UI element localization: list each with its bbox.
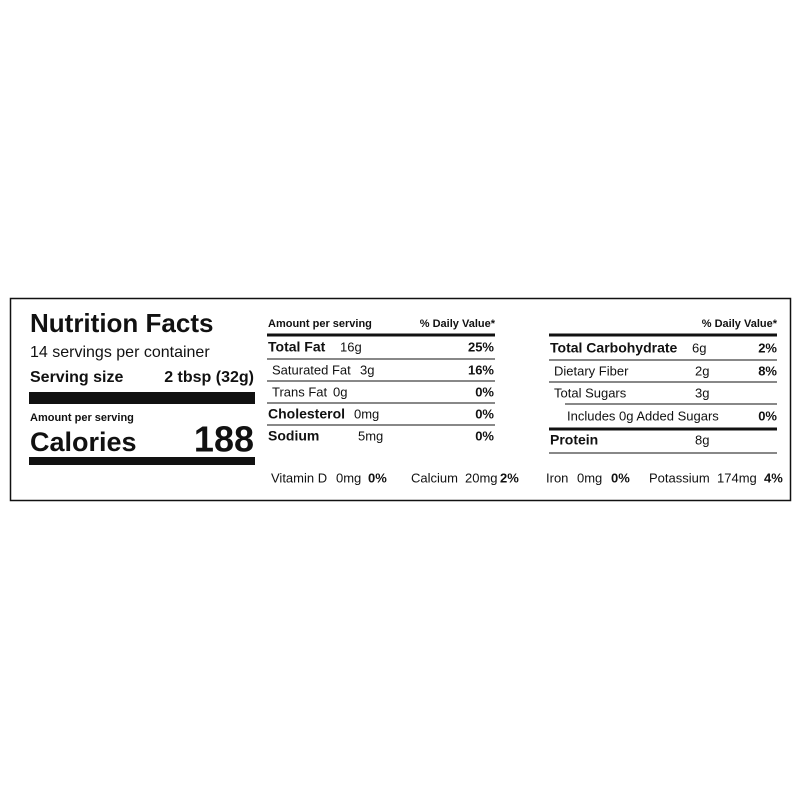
nutrient-name: Total Carbohydrate — [550, 340, 678, 356]
nutrient-name: Trans Fat — [272, 384, 328, 399]
nutrient-amount: 0g — [333, 384, 347, 399]
nutrient-dv: 0% — [475, 384, 494, 399]
thick-bar — [29, 457, 255, 465]
calories-label: Calories — [30, 427, 137, 457]
nutrient-name: Protein — [550, 432, 598, 448]
nutrient-name: Includes 0g Added Sugars — [567, 408, 719, 423]
nutrient-amount: 6g — [692, 340, 706, 355]
nutrient-amount: 16g — [340, 339, 362, 354]
vitamin-amount: 0mg — [336, 470, 361, 485]
amount-per-serving: Amount per serving — [30, 412, 134, 424]
daily-value-header: % Daily Value* — [702, 318, 778, 330]
title: Nutrition Facts — [30, 308, 213, 338]
nutrient-name: Cholesterol — [268, 406, 345, 422]
nutrient-amount: 8g — [695, 432, 709, 447]
nutrient-amount: 3g — [360, 362, 374, 377]
calories: 188 — [194, 419, 254, 460]
nutrient-dv: 25% — [468, 339, 494, 354]
vitamin-amount: 174mg — [717, 470, 757, 485]
vitamin-name: Potassium — [649, 470, 710, 485]
serving-size: 2 tbsp (32g) — [164, 369, 254, 386]
nutrient-name: Dietary Fiber — [554, 363, 629, 378]
nutrient-dv: 0% — [758, 408, 777, 423]
servings: 14 servings per container — [30, 344, 210, 361]
nutrient-name: Sodium — [268, 428, 319, 444]
nutrient-name: Saturated Fat — [272, 362, 351, 377]
nutrient-name: Total Sugars — [554, 385, 627, 400]
nutrient-dv: 2% — [758, 340, 777, 355]
nutrient-amount: 2g — [695, 363, 709, 378]
amount-per-serving: Amount per serving — [268, 318, 372, 330]
vitamin-dv: 0% — [611, 470, 630, 485]
nutrient-amount: 3g — [695, 385, 709, 400]
thick-bar — [29, 392, 255, 404]
vitamin-name: Iron — [546, 470, 568, 485]
vitamin-dv: 4% — [764, 470, 783, 485]
nutrient-dv: 0% — [475, 406, 494, 421]
nutrient-dv: 8% — [758, 363, 777, 378]
nutrient-amount: 5mg — [358, 428, 383, 443]
nutrient-dv: 0% — [475, 428, 494, 443]
vitamin-dv: 2% — [500, 470, 519, 485]
nutrient-amount: 0mg — [354, 406, 379, 421]
vitamin-name: Calcium — [411, 470, 458, 485]
nutrient-dv: 16% — [468, 362, 494, 377]
serving-size-label: Serving size — [30, 369, 123, 386]
vitamin-amount: 0mg — [577, 470, 602, 485]
vitamin-dv: 0% — [368, 470, 387, 485]
vitamin-name: Vitamin D — [271, 470, 327, 485]
nutrient-name: Total Fat — [268, 339, 326, 355]
daily-value-header: % Daily Value* — [420, 318, 496, 330]
vitamin-amount: 20mg — [465, 470, 498, 485]
